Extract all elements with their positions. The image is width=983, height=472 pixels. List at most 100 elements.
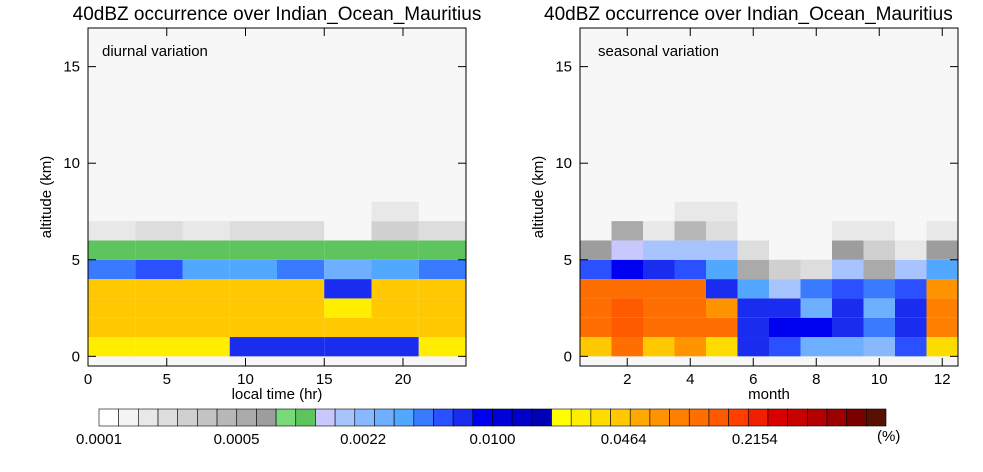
seasonal-cell bbox=[737, 259, 769, 280]
diurnal-cell bbox=[182, 221, 230, 241]
colorbar-swatch bbox=[256, 408, 277, 427]
seasonal-cell bbox=[643, 240, 675, 260]
diurnal-cell bbox=[88, 317, 136, 338]
diurnal-plot-frame bbox=[87, 27, 467, 367]
diurnal-x-tick-label: 0 bbox=[84, 371, 92, 388]
seasonal-cell bbox=[832, 221, 864, 241]
colorbar-swatch bbox=[551, 408, 572, 427]
seasonal-cell bbox=[769, 279, 801, 299]
colorbar-swatch bbox=[118, 408, 139, 427]
seasonal-cell bbox=[832, 240, 864, 260]
colorbar-swatch bbox=[826, 408, 847, 427]
seasonal-y-tick-label: 10 bbox=[555, 155, 572, 172]
seasonal-cell bbox=[800, 317, 832, 338]
seasonal-cell bbox=[832, 317, 864, 338]
diurnal-cell bbox=[229, 240, 277, 260]
seasonal-cell bbox=[769, 317, 801, 338]
diurnal-x-tick-label: 10 bbox=[237, 371, 254, 388]
seasonal-cell bbox=[674, 317, 706, 338]
seasonal-annotation: seasonal variation bbox=[598, 43, 719, 60]
seasonal-cell bbox=[580, 279, 612, 299]
seasonal-cell bbox=[611, 279, 643, 299]
diurnal-title: 40dBZ occurrence over Indian_Ocean_Mauri… bbox=[73, 4, 482, 25]
seasonal-cell bbox=[895, 240, 927, 260]
seasonal-cell bbox=[706, 337, 738, 357]
seasonal-cell bbox=[706, 298, 738, 318]
diurnal-cell bbox=[135, 259, 183, 280]
seasonal-x-axis-label: month bbox=[748, 386, 790, 403]
diurnal-cell bbox=[229, 279, 277, 299]
seasonal-cell bbox=[832, 337, 864, 357]
seasonal-cell bbox=[769, 259, 801, 280]
colorbar-swatch bbox=[452, 408, 474, 427]
diurnal-cell bbox=[418, 221, 466, 241]
colorbar-swatch bbox=[787, 408, 808, 427]
colorbar-swatch bbox=[629, 408, 651, 427]
diurnal-cell bbox=[182, 240, 230, 260]
colorbar-swatch bbox=[511, 408, 533, 427]
seasonal-cell bbox=[863, 221, 895, 241]
diurnal-ticks: 0 5 10 15 20 0 5 10 15 bbox=[63, 28, 466, 388]
diurnal-cell bbox=[277, 279, 325, 299]
colorbar-tick-label: 0.0100 bbox=[470, 431, 516, 448]
diurnal-cell bbox=[371, 298, 419, 318]
seasonal-cell bbox=[674, 337, 706, 357]
colorbar-swatch bbox=[531, 408, 552, 427]
diurnal-cell bbox=[88, 259, 136, 280]
diurnal-cell bbox=[88, 279, 136, 299]
diurnal-cell bbox=[229, 337, 277, 357]
seasonal-cell bbox=[863, 337, 895, 357]
colorbar-unit-label: (%) bbox=[877, 428, 900, 445]
colorbar-swatch bbox=[374, 408, 395, 427]
diurnal-cell bbox=[277, 259, 325, 280]
diurnal-cell bbox=[182, 317, 230, 338]
seasonal-cell bbox=[926, 240, 958, 260]
diurnal-cell bbox=[371, 317, 419, 338]
seasonal-cell bbox=[863, 240, 895, 260]
seasonal-cell bbox=[926, 259, 958, 280]
seasonal-cell bbox=[706, 221, 738, 241]
diurnal-cell bbox=[371, 221, 419, 241]
seasonal-cell bbox=[800, 298, 832, 318]
colorbar-swatch bbox=[315, 408, 336, 427]
seasonal-x-tick-label: 4 bbox=[686, 371, 694, 388]
seasonal-cell bbox=[926, 317, 958, 338]
colorbar-swatch bbox=[393, 408, 415, 427]
seasonal-cell bbox=[674, 279, 706, 299]
seasonal-cell bbox=[674, 201, 706, 222]
diurnal-cell bbox=[371, 259, 419, 280]
diurnal-cell bbox=[135, 298, 183, 318]
diurnal-cell bbox=[88, 337, 136, 357]
colorbar-swatch bbox=[590, 408, 611, 427]
seasonal-cell bbox=[769, 337, 801, 357]
diurnal-x-tick-label: 20 bbox=[395, 371, 412, 388]
seasonal-cell bbox=[926, 279, 958, 299]
diurnal-cell bbox=[324, 298, 372, 318]
diurnal-cell bbox=[324, 259, 372, 280]
diurnal-cell bbox=[418, 240, 466, 260]
seasonal-cell bbox=[737, 337, 769, 357]
diurnal-y-tick-label: 10 bbox=[63, 155, 80, 172]
diurnal-x-tick-label: 15 bbox=[316, 371, 333, 388]
seasonal-x-tick-label: 10 bbox=[871, 371, 888, 388]
colorbar-swatch bbox=[688, 408, 710, 427]
seasonal-cell bbox=[706, 240, 738, 260]
colorbar-swatch bbox=[570, 408, 592, 427]
seasonal-x-tick-label: 6 bbox=[749, 371, 757, 388]
seasonal-cell bbox=[611, 259, 643, 280]
seasonal-cell bbox=[674, 221, 706, 241]
seasonal-cell bbox=[926, 298, 958, 318]
seasonal-cell bbox=[895, 279, 927, 299]
seasonal-cell bbox=[580, 259, 612, 280]
seasonal-cell bbox=[580, 240, 612, 260]
seasonal-cell bbox=[643, 221, 675, 241]
seasonal-cell bbox=[674, 240, 706, 260]
colorbar-swatch bbox=[649, 408, 670, 427]
colorbar-swatch bbox=[138, 408, 159, 427]
colorbar-swatch bbox=[98, 408, 119, 427]
colorbar-swatch bbox=[492, 408, 513, 427]
seasonal-cell bbox=[611, 298, 643, 318]
diurnal-cell bbox=[135, 221, 183, 241]
diurnal-cell bbox=[88, 221, 136, 241]
